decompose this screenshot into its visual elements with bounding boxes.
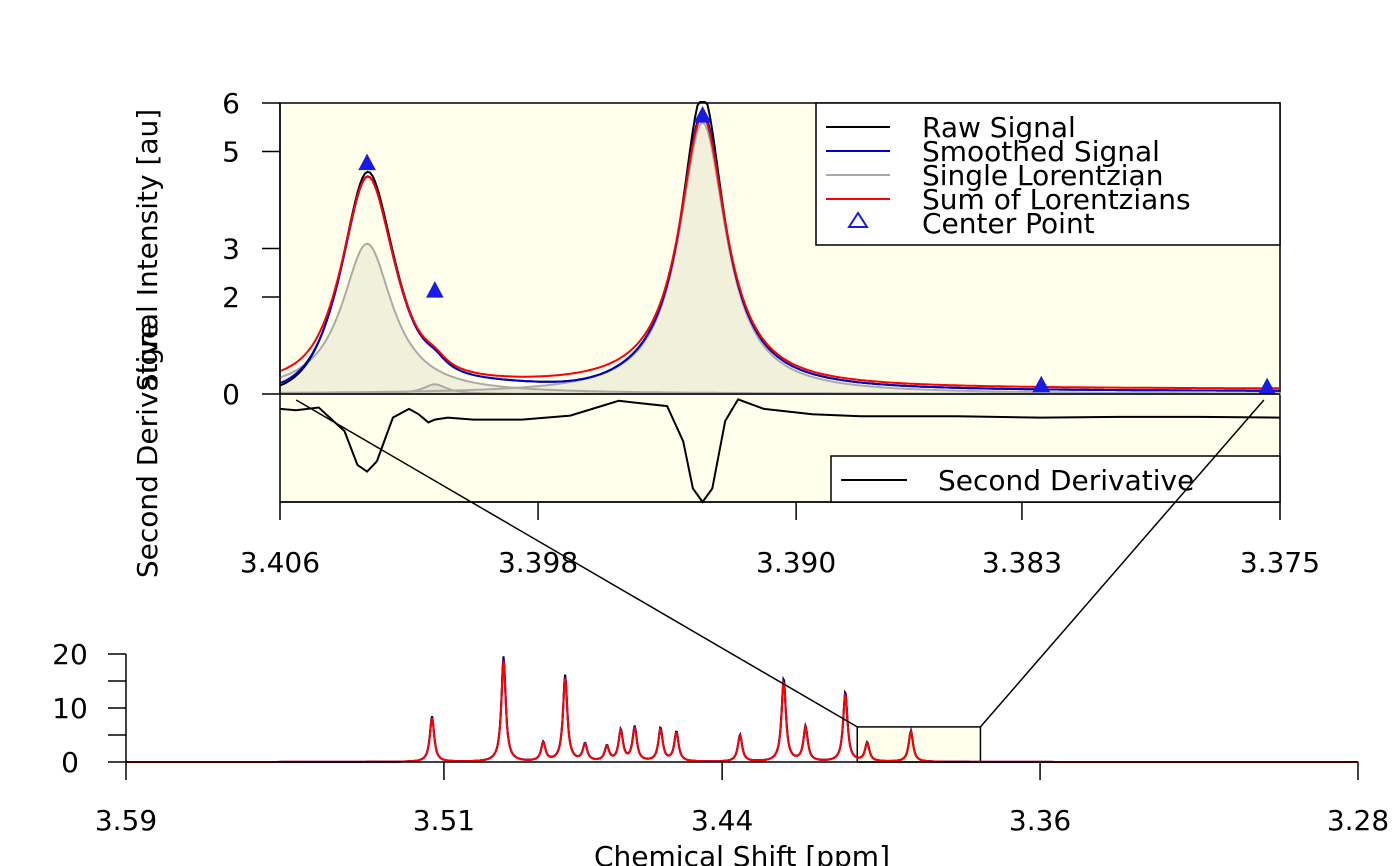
top-y-tick-label: 2 xyxy=(222,281,240,314)
legend-label-smoothed: Smoothed Signal xyxy=(922,135,1160,168)
sum-of-lorentzians-line xyxy=(279,114,1280,390)
bottom-x-axis: 3.59 3.51 3.44 3.36 3.28 xyxy=(95,761,1389,837)
legend-box xyxy=(815,102,1281,246)
legend-label-single: Single Lorentzian xyxy=(922,159,1163,192)
legend-swatch-center xyxy=(847,211,869,228)
top-x-tick-label: 3.398 xyxy=(498,546,578,579)
center-point-1 xyxy=(358,153,376,171)
top-y-tick-label: 5 xyxy=(222,136,240,169)
overview-sum-line xyxy=(126,660,1358,763)
top-x-tick-label: 3.406 xyxy=(240,546,320,579)
legend-label-raw: Raw Signal xyxy=(922,111,1076,144)
bottom-x-tick-label: 3.51 xyxy=(413,804,475,837)
bottom-y-tick-label: 0 xyxy=(61,746,79,779)
y-axis-title-derivative: Second Derivative xyxy=(131,322,164,578)
top-panel: 0 2 3 5 6 3.406 3.398 3.390 3.383 3.375 Signal I… xyxy=(131,87,1320,579)
legend-label-sum: Sum of Lorentzians xyxy=(922,183,1191,216)
single-lorentzian-3 xyxy=(279,121,1281,395)
top-y-tick-label: 3 xyxy=(222,233,240,266)
top-y-tick-label: 6 xyxy=(222,87,240,120)
legend-label-derivative: Second Derivative xyxy=(938,464,1194,497)
legend: Raw Signal Smoothed Signal Single Lorent… xyxy=(815,102,1281,246)
top-y-tick-label: 0 xyxy=(222,378,240,411)
legend-second-derivative: Second Derivative xyxy=(830,455,1281,503)
bottom-y-tick-label: 20 xyxy=(52,638,88,671)
y-axis-title-signal: Signal Intensity [au] xyxy=(131,109,164,391)
center-point-4 xyxy=(1032,375,1051,393)
bottom-x-tick-label: 3.59 xyxy=(95,804,157,837)
smoothed-signal-line xyxy=(279,110,1280,392)
top-x-tick-label: 3.383 xyxy=(982,546,1062,579)
bottom-y-axis: 0 10 20 xyxy=(52,638,127,779)
center-point-3 xyxy=(693,106,712,123)
top-y-axis: 0 2 3 5 6 xyxy=(222,87,281,411)
center-point-2 xyxy=(426,281,444,298)
bottom-panel: 0 10 20 3.59 3.51 3.44 3.36 3.28 Chemical Shif… xyxy=(52,638,1389,866)
bottom-x-tick-label: 3.28 xyxy=(1327,804,1389,837)
top-x-axis: 3.406 3.398 3.390 3.383 3.375 xyxy=(240,501,1320,579)
center-points xyxy=(358,106,1276,395)
zoom-connector-right xyxy=(979,399,1265,728)
x-axis-title: Chemical Shift [ppm] xyxy=(594,840,890,866)
bottom-y-tick-label: 10 xyxy=(52,692,88,725)
bottom-x-tick-label: 3.36 xyxy=(1009,804,1071,837)
bottom-x-tick-label: 3.44 xyxy=(691,804,753,837)
second-derivative-line xyxy=(279,398,1281,504)
zoom-connector-left xyxy=(295,399,858,728)
legend-label-center: Center Point xyxy=(922,207,1095,240)
top-x-tick-label: 3.375 xyxy=(1240,546,1320,579)
zoom-region xyxy=(856,726,982,763)
top-x-tick-label: 3.390 xyxy=(756,546,836,579)
